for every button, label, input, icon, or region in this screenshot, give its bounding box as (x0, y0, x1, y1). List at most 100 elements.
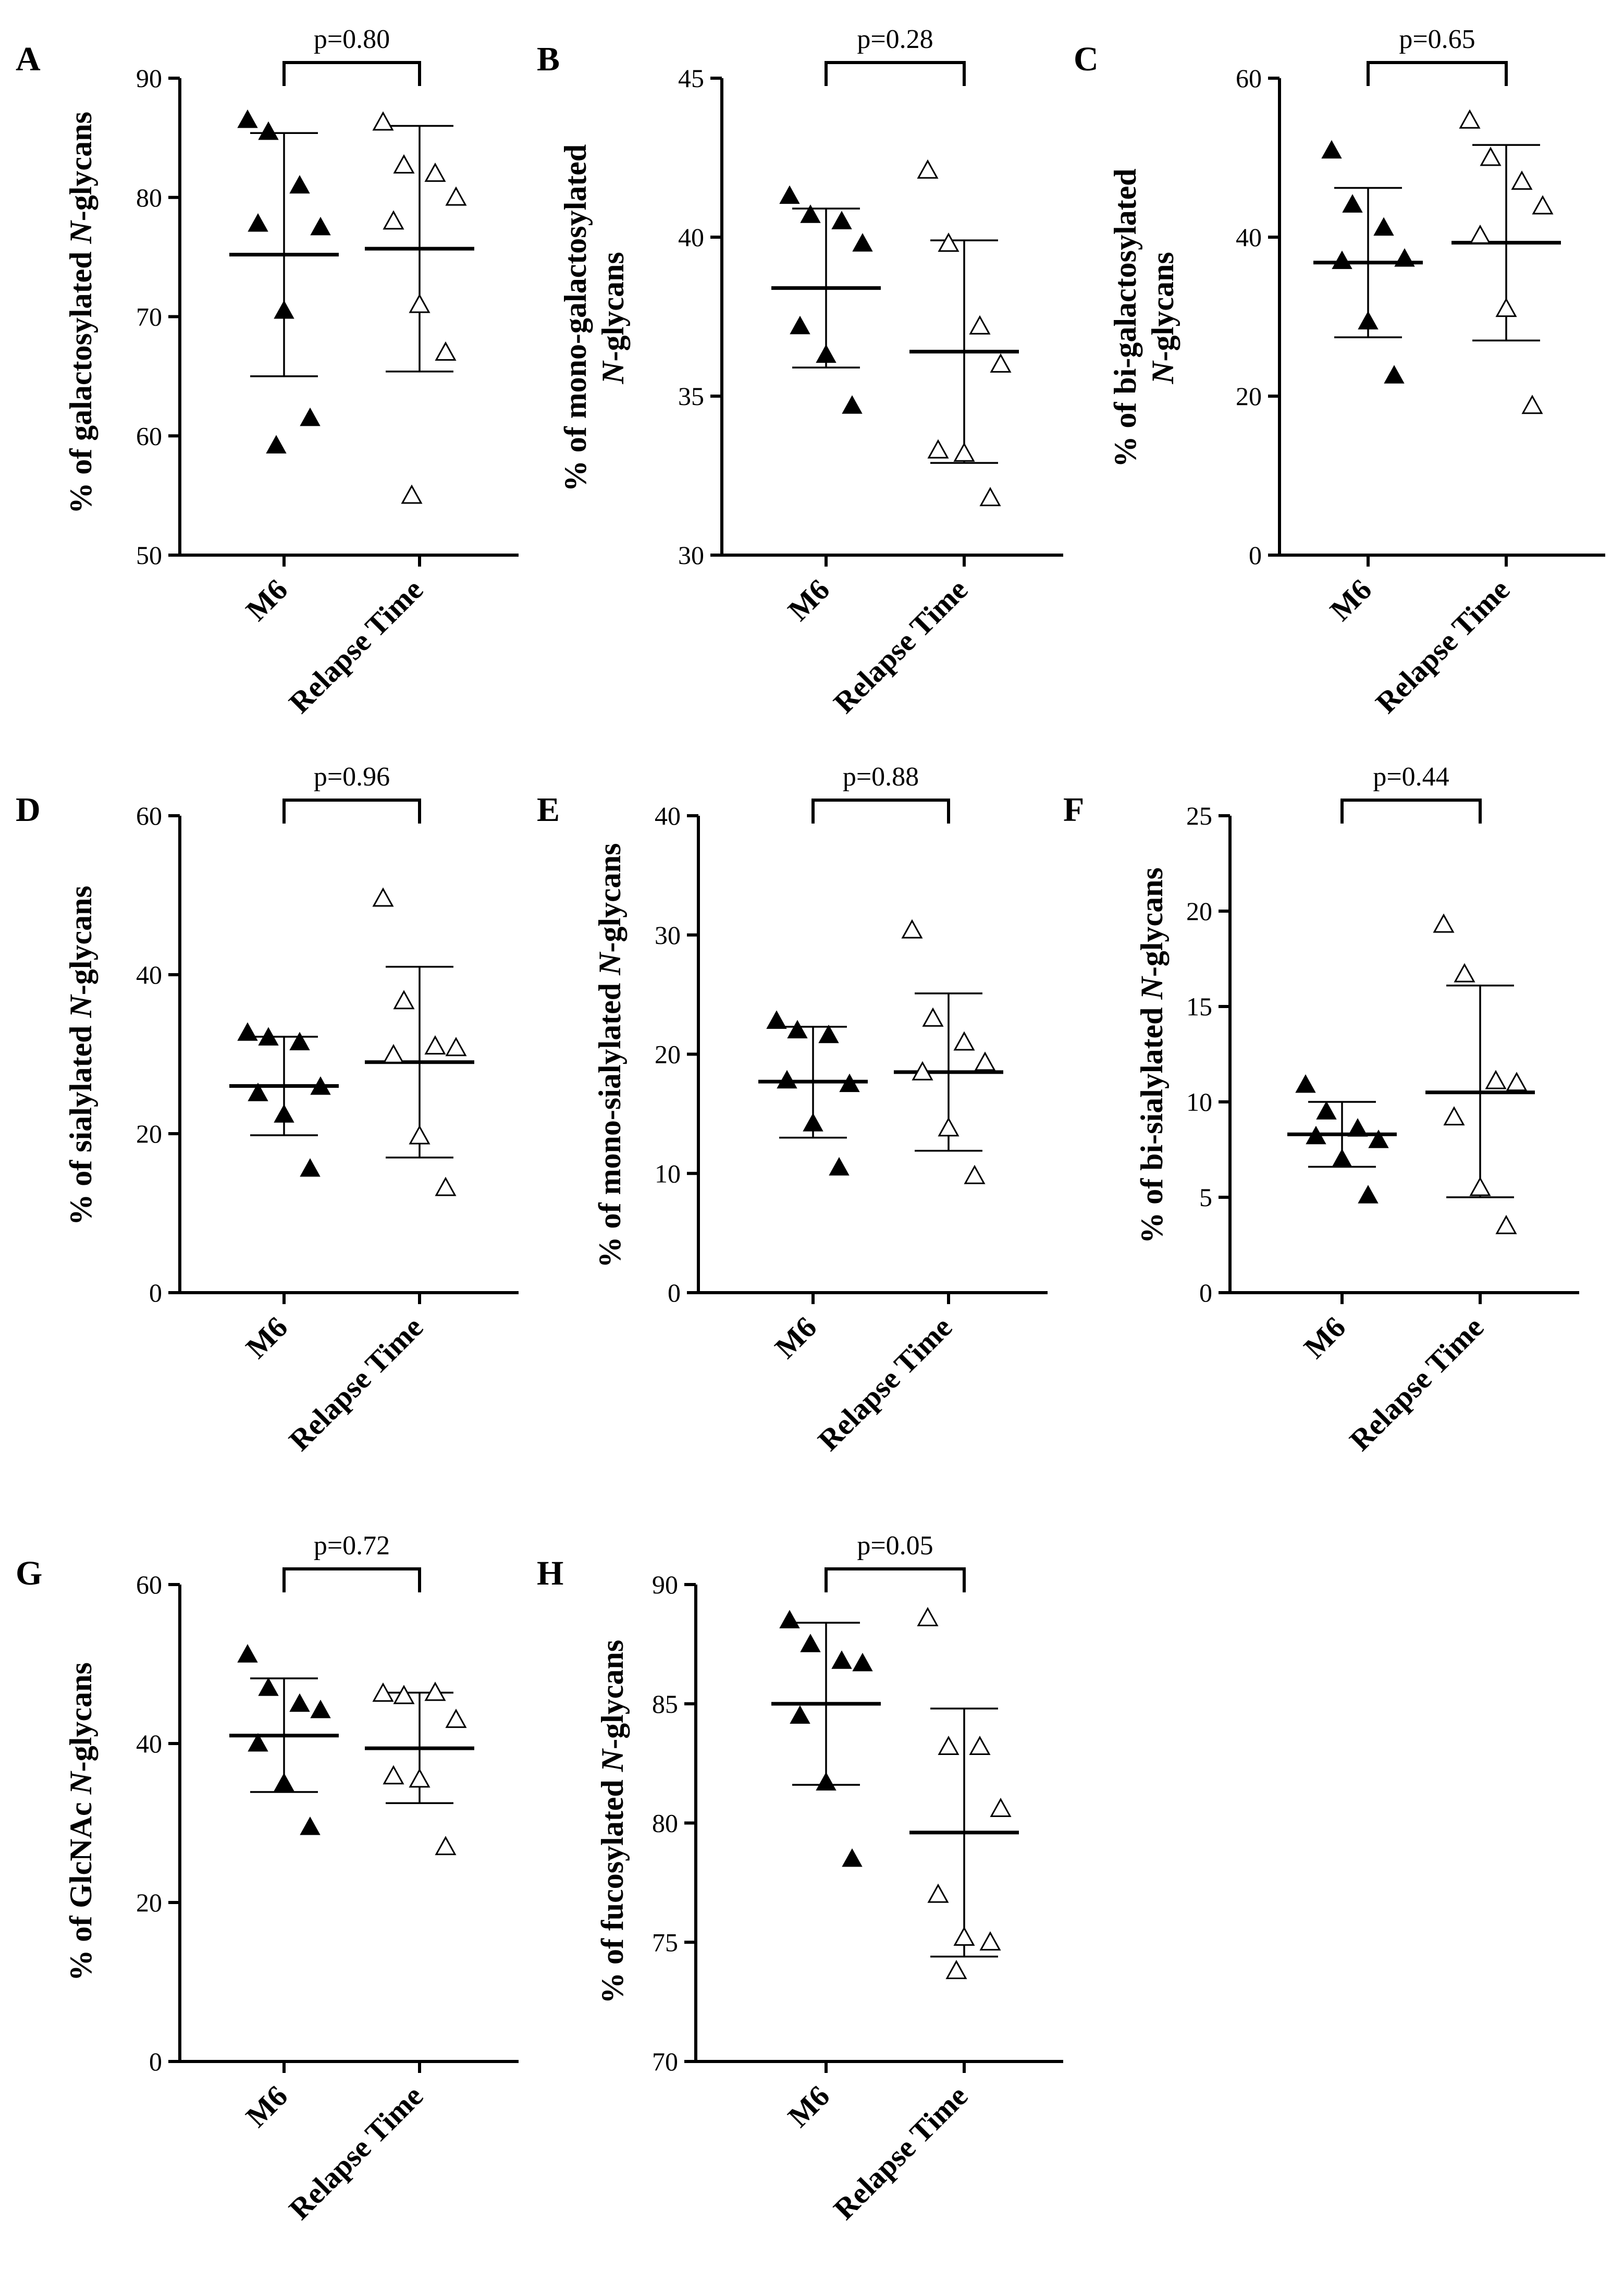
y-tick-label: 80 (652, 1809, 678, 1838)
y-tick-label: 75 (652, 1928, 678, 1957)
data-point (790, 315, 810, 335)
data-point (401, 484, 423, 504)
data-point (1480, 146, 1502, 166)
y-axis-label-part: -glycans (64, 886, 98, 995)
data-point (409, 1125, 430, 1145)
data-point (445, 1037, 467, 1057)
data-point (842, 395, 863, 414)
y-tick-label: 0 (668, 1278, 681, 1307)
data-point (1469, 224, 1491, 244)
data-point (818, 1024, 839, 1044)
data-point (1342, 194, 1363, 213)
data-point (435, 1836, 457, 1856)
data-point (917, 1606, 939, 1626)
y-axis-label-part: -glycans (595, 1640, 630, 1749)
x-category-label: Relapse Time (827, 572, 975, 720)
data-point (310, 216, 331, 236)
data-point (1459, 109, 1481, 129)
p-value-label: p=0.80 (314, 24, 390, 54)
y-tick-label: 25 (1186, 801, 1212, 830)
y-axis-label: % of sialylated N-glycans (64, 886, 98, 1225)
x-category-label: Relapse Time (1343, 1310, 1491, 1457)
y-axis-label-part: N (595, 1748, 630, 1772)
data-point (1321, 140, 1342, 159)
panel-letter: G (16, 1554, 42, 1592)
data-point (852, 1652, 873, 1672)
y-tick-label: 60 (136, 801, 162, 830)
x-category-label: Relapse Time (827, 2079, 975, 2226)
y-tick-label: 90 (136, 64, 162, 93)
data-point (237, 109, 258, 128)
data-point (383, 1044, 404, 1063)
panel-letter: D (16, 791, 41, 829)
y-tick-label: 0 (149, 1278, 162, 1307)
data-point (383, 210, 404, 230)
data-point (816, 1772, 836, 1791)
p-value-label: p=0.65 (1399, 24, 1475, 54)
significance-bracket (1367, 61, 1508, 86)
x-category-label: M6 (1323, 572, 1378, 627)
data-point (289, 175, 310, 194)
data-point (266, 435, 287, 453)
y-tick-label: 80 (136, 183, 162, 212)
x-category-label: M6 (781, 2079, 836, 2133)
panel-letter: E (537, 791, 560, 829)
data-point (258, 1027, 279, 1046)
x-category-label: M6 (239, 572, 294, 627)
data-point (990, 353, 1012, 373)
data-point (445, 1709, 467, 1728)
data-point (424, 1035, 446, 1055)
data-point (1358, 311, 1379, 330)
x-category-label: M6 (239, 2079, 294, 2133)
y-tick-label: 0 (1199, 1278, 1212, 1307)
data-point (922, 1007, 944, 1027)
data-point (1532, 195, 1554, 215)
y-tick-label: 5 (1199, 1183, 1212, 1212)
data-point (969, 1736, 991, 1755)
y-axis-label-part: % of fucosylated (595, 1772, 630, 2004)
y-axis-label-part: % of GlcNAc (64, 1795, 98, 1981)
data-point (969, 315, 991, 335)
data-point (372, 111, 394, 131)
y-tick-label: 60 (1236, 64, 1262, 93)
data-point (1358, 1185, 1379, 1204)
data-point (803, 1113, 823, 1132)
data-point (779, 185, 800, 204)
y-tick-label: 40 (655, 801, 681, 830)
data-point (901, 919, 923, 939)
y-tick-label: 35 (678, 382, 704, 411)
y-tick-label: 20 (1236, 382, 1262, 411)
data-point (945, 1960, 967, 1980)
data-point (1332, 250, 1352, 269)
y-axis-label: % of fucosylated N-glycans (595, 1640, 630, 2004)
data-point (974, 1051, 996, 1071)
data-point (1384, 365, 1405, 384)
y-tick-label: 0 (1249, 541, 1262, 570)
data-point (289, 1032, 310, 1051)
y-axis-label-part: -glycans (1146, 252, 1180, 361)
panel-letter: H (537, 1554, 563, 1592)
data-point (777, 1070, 797, 1089)
x-category-label: Relapse Time (282, 1310, 430, 1457)
x-category-label: Relapse Time (811, 1310, 959, 1457)
y-axis-label-part: -glycans (593, 843, 627, 953)
data-point (1394, 248, 1415, 267)
significance-bracket (282, 1567, 421, 1592)
data-point (1433, 913, 1455, 933)
x-category-label: M6 (239, 1310, 294, 1365)
data-point (393, 1685, 415, 1704)
y-axis-label: % of GlcNAc N-glycans (64, 1662, 98, 1981)
y-axis-label-part: N (64, 994, 98, 1018)
data-point (831, 1650, 852, 1669)
significance-bracket (282, 61, 421, 86)
data-point (1495, 1214, 1517, 1234)
data-point (310, 1699, 331, 1719)
y-axis-label: N-glycans (596, 252, 630, 384)
y-axis-label: % of mono-sialylated N-glycans (593, 843, 627, 1268)
